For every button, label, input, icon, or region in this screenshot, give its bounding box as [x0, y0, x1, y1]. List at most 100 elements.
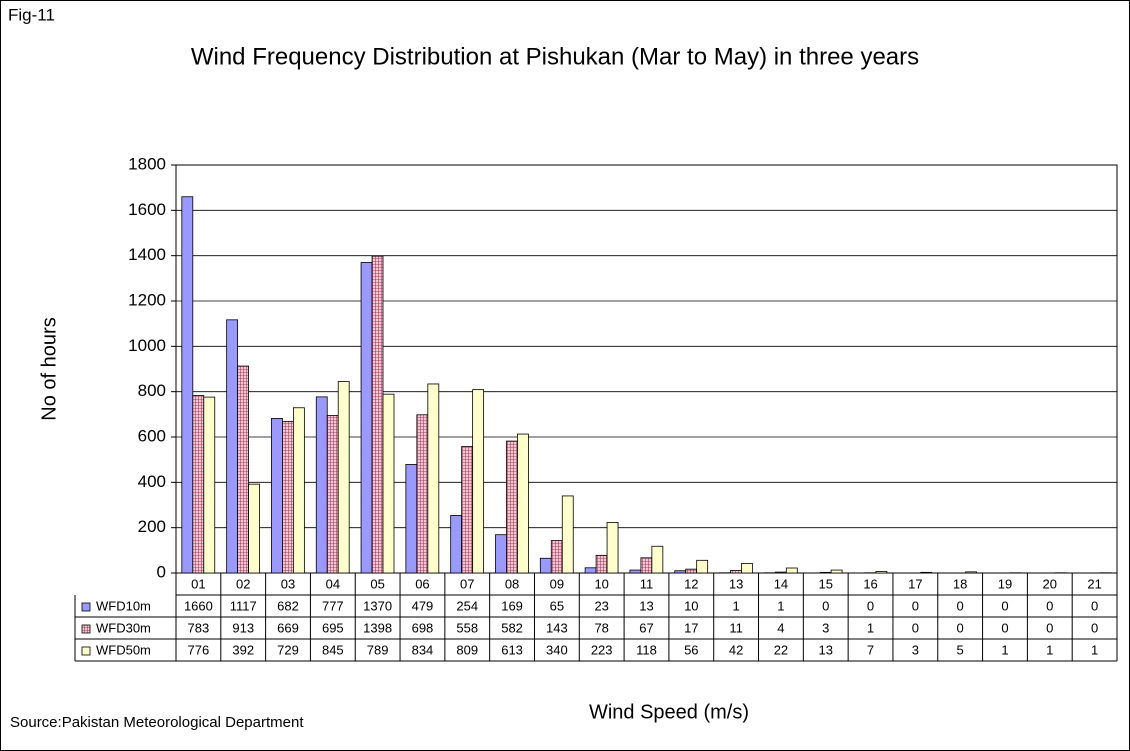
- table-value: 834: [412, 642, 434, 657]
- x-tick-label: 12: [684, 576, 698, 591]
- table-value: 1: [1091, 642, 1098, 657]
- bar: [203, 396, 216, 574]
- y-tick-label: 1000: [128, 336, 166, 355]
- y-tick-label: 600: [138, 426, 166, 445]
- bar: [506, 440, 518, 574]
- y-tick-label: 400: [138, 472, 166, 491]
- table-value: 11: [729, 620, 743, 635]
- table-value: 809: [456, 642, 478, 657]
- x-axis-label: Wind Speed (m/s): [589, 701, 749, 723]
- bar: [427, 383, 440, 574]
- table-value: 42: [729, 642, 743, 657]
- bar: [629, 569, 642, 574]
- table-value: 1: [777, 598, 784, 613]
- bar: [271, 418, 283, 574]
- table-value: 0: [867, 598, 874, 613]
- table-value: 118: [636, 642, 657, 657]
- table-value: 479: [412, 598, 434, 613]
- table-value: 0: [912, 620, 919, 635]
- bar: [819, 571, 832, 574]
- table-value: 613: [501, 642, 523, 657]
- x-tick-label: 18: [953, 576, 967, 591]
- bar: [360, 262, 373, 574]
- table-value: 22: [774, 642, 788, 657]
- bar: [382, 393, 395, 574]
- y-tick-label: 0: [157, 562, 166, 581]
- table-value: 67: [639, 620, 653, 635]
- table-value: 0: [1001, 598, 1008, 613]
- bar: [539, 557, 552, 574]
- bar: [517, 433, 529, 574]
- chart-title: Wind Frequency Distribution at Pishukan …: [191, 43, 919, 70]
- bar: [337, 381, 350, 574]
- y-tick-label: 1800: [128, 154, 166, 173]
- bar: [730, 570, 742, 574]
- table-value: 789: [367, 642, 389, 657]
- table-value: 4: [777, 620, 784, 635]
- table-value: 5: [957, 642, 964, 657]
- table-value: 392: [232, 642, 254, 657]
- legend-label: WFD10m: [96, 598, 151, 613]
- x-tick-label: 06: [415, 576, 429, 591]
- bar: [293, 407, 305, 574]
- table-value: 0: [1091, 598, 1098, 613]
- table-value: 17: [684, 620, 698, 635]
- bar: [226, 319, 239, 574]
- table-value: 729: [277, 642, 299, 657]
- bar: [181, 196, 194, 574]
- bar: [965, 571, 977, 574]
- table-value: 1: [867, 620, 874, 635]
- table-value: 1370: [363, 598, 392, 613]
- x-tick-label: 16: [863, 576, 877, 591]
- x-tick-label: 20: [1043, 576, 1057, 591]
- table-value: 913: [232, 620, 254, 635]
- legend-key: [81, 646, 91, 656]
- table-value: 1398: [363, 620, 392, 635]
- table-value: 13: [639, 598, 653, 613]
- x-tick-label: 04: [326, 576, 340, 591]
- table-value: 1: [733, 598, 740, 613]
- bar: [561, 495, 574, 574]
- table-value: 776: [188, 642, 210, 657]
- table-value: 340: [546, 642, 568, 657]
- table-value: 169: [501, 598, 523, 613]
- bar: [326, 415, 339, 574]
- x-tick-label: 14: [774, 576, 788, 591]
- figure-label: Fig-11: [8, 5, 55, 24]
- x-tick-label: 05: [370, 576, 384, 591]
- table-value: 254: [456, 598, 478, 613]
- table-value: 0: [1001, 620, 1008, 635]
- bar: [461, 446, 474, 574]
- x-tick-label: 17: [908, 576, 922, 591]
- y-tick-label: 800: [138, 381, 166, 400]
- table-value: 1: [1001, 642, 1008, 657]
- bar: [450, 515, 463, 574]
- table-value: 698: [412, 620, 434, 635]
- y-tick-label: 200: [138, 517, 166, 536]
- legend-key: [81, 624, 91, 634]
- table-value: 0: [1046, 620, 1053, 635]
- table-value: 845: [322, 642, 344, 657]
- x-tick-label: 01: [191, 576, 205, 591]
- bar: [472, 389, 485, 574]
- bar: [192, 395, 205, 574]
- table-value: 783: [188, 620, 210, 635]
- bar: [282, 420, 294, 574]
- table-value: 13: [819, 642, 833, 657]
- bar: [830, 569, 843, 574]
- table-value: 23: [594, 598, 608, 613]
- x-tick-label: 10: [594, 576, 608, 591]
- bar: [785, 567, 798, 574]
- table-value: 777: [322, 598, 344, 613]
- y-tick-label: 1400: [128, 245, 166, 264]
- x-tick-label: 03: [281, 576, 295, 591]
- x-tick-label: 19: [998, 576, 1012, 591]
- x-tick-label: 08: [505, 576, 519, 591]
- x-tick-label: 13: [729, 576, 743, 591]
- x-tick-label: 11: [640, 576, 654, 591]
- bar: [875, 571, 888, 574]
- bar: [550, 540, 563, 574]
- table-value: 223: [591, 642, 613, 657]
- y-tick-label: 1200: [128, 290, 166, 309]
- table-value: 65: [550, 598, 564, 613]
